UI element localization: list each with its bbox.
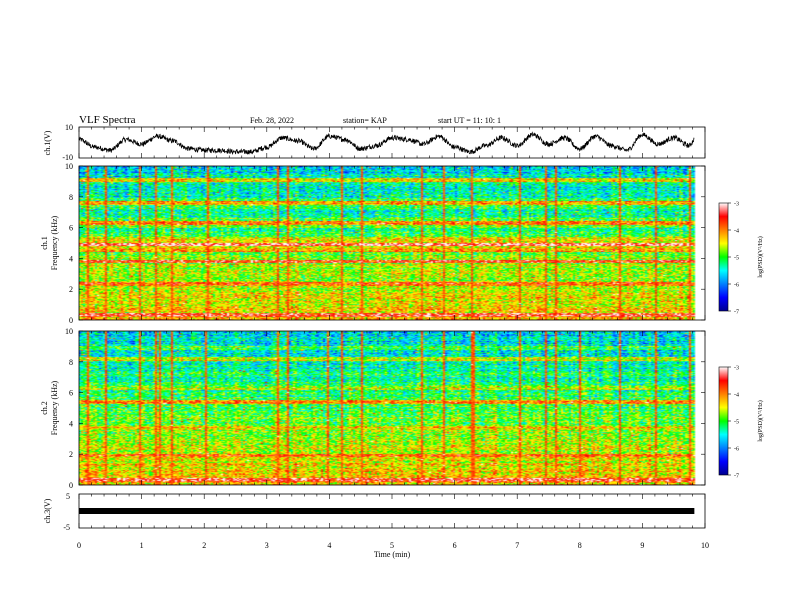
ch2-spectrogram-image xyxy=(79,331,705,485)
colorbar-ch1-tick-label: -7 xyxy=(734,310,739,316)
ch3-ytick-bottom: -5 xyxy=(63,523,70,532)
x-axis-label: Time (min) xyxy=(374,550,411,559)
x-tick-label: 2 xyxy=(202,541,206,550)
station-label: station= KAP xyxy=(343,116,387,125)
ch1-ylabel: ch.1(V) xyxy=(43,130,52,155)
x-tick-label: 3 xyxy=(265,541,269,550)
x-tick-label: 8 xyxy=(578,541,582,550)
spec2-freq-tick-label: 0 xyxy=(69,481,73,490)
x-tick-label: 0 xyxy=(77,541,81,550)
ch1-spectrogram-image xyxy=(79,166,705,320)
ch1-ytick-bottom: -10 xyxy=(62,153,73,162)
colorbar-ch1-tick-label: -5 xyxy=(734,256,739,262)
spec1-freq-tick-label: 2 xyxy=(69,285,73,294)
spec1-freq-tick-label: 0 xyxy=(69,316,73,325)
spec1-freq-tick-label: 4 xyxy=(69,254,73,263)
x-tick-label: 7 xyxy=(515,541,519,550)
spec1-freq-tick-label: 10 xyxy=(65,162,73,171)
spec2-freq-tick-label: 4 xyxy=(69,419,73,428)
colorbar-ch1-gradient xyxy=(718,202,729,312)
ch1-spectrogram-panel: 0 2 4 6 8 10 ch.1 Frequency (kHz) xyxy=(40,162,706,325)
spec2-freq-tick-label: 10 xyxy=(65,327,73,336)
ch2-spectrogram-panel: 0 2 4 6 8 10 ch.2 Frequency (kHz) xyxy=(40,327,706,490)
colorbar-ch2-label: log(PSD)(V²/Hz) xyxy=(757,400,764,441)
spec2-freq-tick-label: 6 xyxy=(69,389,73,398)
spec1-ylabel-channel: ch.1 xyxy=(40,236,49,250)
x-tick-label: 1 xyxy=(140,541,144,550)
spec1-ylabel-frequency: Frequency (kHz) xyxy=(50,215,59,270)
colorbar-ch2: -3 -4 -5 -6 -7 log(PSD)(V²/Hz) xyxy=(718,366,764,480)
colorbar-ch2-tick-label: -6 xyxy=(734,447,739,453)
ch3-ylabel: ch.3(V) xyxy=(43,498,52,523)
colorbar-ch2-tick-label: -3 xyxy=(734,366,739,372)
ch1-waveform-panel: 10 -10 ch.1(V) xyxy=(43,123,706,162)
colorbar-ch2-tick-label: -5 xyxy=(734,420,739,426)
x-tick-label: 10 xyxy=(701,541,709,550)
colorbar-ch2-gradient xyxy=(718,366,729,476)
x-tick-label: 4 xyxy=(327,541,331,550)
colorbar-ch1-tick-label: -4 xyxy=(734,229,739,235)
spec2-ylabel-channel: ch.2 xyxy=(40,401,49,415)
colorbar-ch2-tick-label: -7 xyxy=(734,474,739,480)
date-label: Feb. 28, 2022 xyxy=(250,116,294,125)
x-tick-label: 9 xyxy=(640,541,644,550)
spec2-freq-tick-label: 2 xyxy=(69,450,73,459)
spec1-freq-tick-label: 6 xyxy=(69,224,73,233)
spec2-ylabel-frequency: Frequency (kHz) xyxy=(50,380,59,435)
ch1-ytick-top: 10 xyxy=(65,123,73,132)
ch3-panel: 5 -5 ch.3(V) xyxy=(43,492,706,532)
x-tick-label: 6 xyxy=(453,541,457,550)
colorbar-ch1-tick-label: -6 xyxy=(734,283,739,289)
ch3-signal-line xyxy=(79,508,695,514)
colorbar-ch1-label: log(PSD)(V²/Hz) xyxy=(757,236,764,277)
start-time-label: start UT = 11: 10: 1 xyxy=(438,116,501,125)
figure-title: VLF Spectra xyxy=(79,114,136,126)
ch3-ytick-top: 5 xyxy=(66,492,70,501)
x-axis-tick-labels: 0 1 2 3 4 5 6 7 8 9 10 xyxy=(77,541,709,550)
colorbar-ch1: -3 -4 -5 -6 -7 log(PSD)(V²/Hz) xyxy=(718,202,764,316)
spec1-freq-tick-label: 8 xyxy=(69,193,73,202)
x-tick-label: 5 xyxy=(390,541,394,550)
spec2-freq-tick-label: 8 xyxy=(69,358,73,367)
colorbar-ch2-tick-label: -4 xyxy=(734,393,739,399)
ch1-waveform-line xyxy=(78,131,695,155)
colorbar-ch1-tick-label: -3 xyxy=(734,202,739,208)
